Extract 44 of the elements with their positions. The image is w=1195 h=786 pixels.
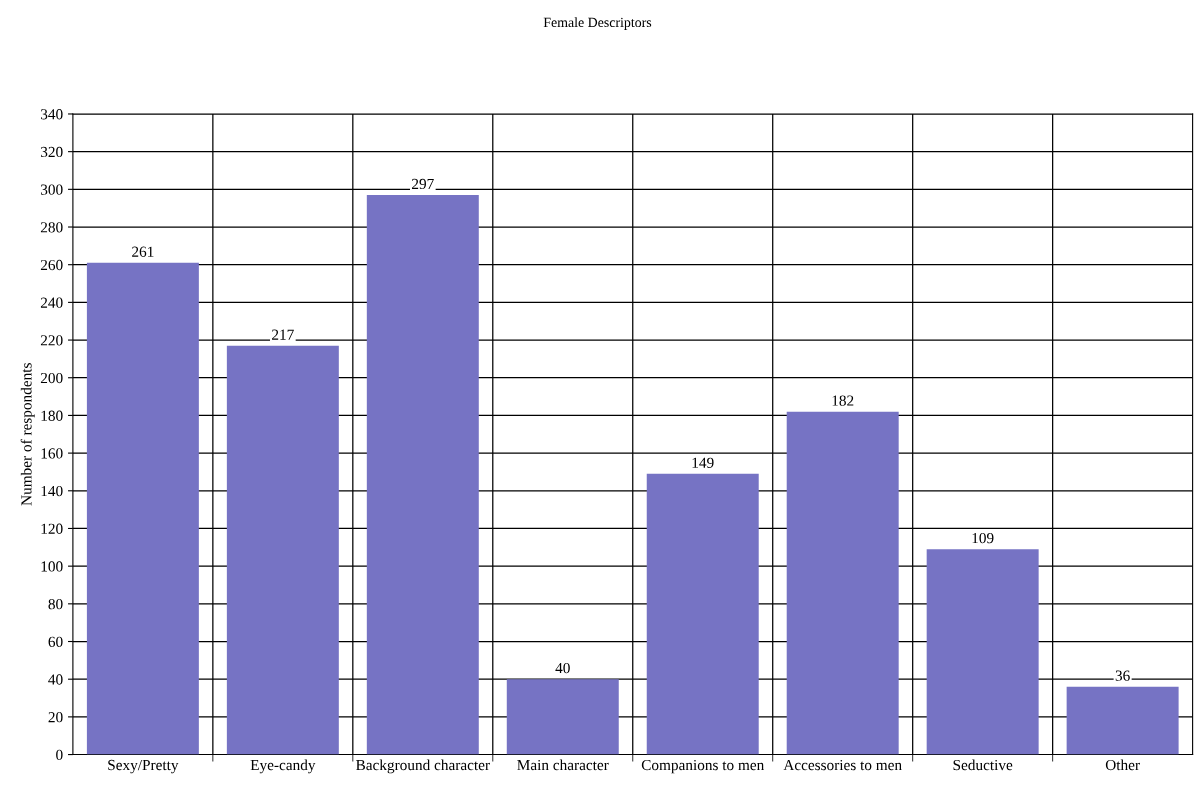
x-tick-label: Background character — [356, 759, 490, 774]
bar — [926, 549, 1039, 755]
data-label: 109 — [972, 532, 994, 544]
y-tick-label: 340 — [40, 109, 63, 120]
data-label: 182 — [832, 395, 854, 406]
chart-title: Female Descriptors — [543, 17, 652, 30]
bar — [226, 345, 339, 755]
data-label: 217 — [272, 329, 294, 340]
y-tick-label: 100 — [41, 561, 63, 572]
y-tick-label: 240 — [40, 297, 63, 308]
data-label: 297 — [412, 178, 434, 190]
y-tick-label: 120 — [41, 523, 63, 534]
bar — [506, 679, 619, 755]
y-tick-label: 0 — [56, 749, 63, 761]
x-tick-label: Other — [1105, 759, 1140, 771]
x-tick-label: Accessories to men — [783, 759, 902, 771]
x-tick-label: Sexy/Pretty — [108, 759, 179, 774]
y-tick-label: 200 — [40, 372, 63, 384]
data-label: 40 — [555, 662, 570, 674]
data-label: 149 — [692, 457, 714, 468]
y-tick-label: 140 — [41, 485, 63, 497]
x-tick-label: Main character — [517, 759, 609, 771]
y-tick-label: 280 — [40, 222, 63, 233]
y-tick-label: 180 — [41, 410, 63, 421]
y-axis-title: Number of respondents — [20, 363, 35, 506]
y-tick-label: 260 — [40, 259, 63, 271]
y-tick-label: 220 — [40, 335, 63, 346]
y-tick-label: 60 — [48, 636, 63, 647]
bar — [366, 194, 479, 755]
x-tick-label: Seductive — [953, 759, 1013, 771]
data-label: 261 — [132, 246, 154, 257]
bar — [86, 262, 199, 755]
x-tick-label: Companions to men — [641, 759, 765, 774]
y-tick-label: 160 — [41, 448, 63, 459]
data-label: 36 — [1115, 670, 1130, 681]
y-tick-label: 40 — [48, 674, 63, 685]
x-tick-label: Eye-candy — [250, 759, 316, 774]
bar — [786, 411, 899, 755]
bar — [646, 473, 759, 755]
y-tick-label: 20 — [48, 712, 63, 723]
y-tick-label: 300 — [40, 184, 63, 195]
y-tick-label: 320 — [40, 146, 63, 158]
bar — [1066, 686, 1179, 755]
y-tick-label: 80 — [48, 598, 63, 610]
